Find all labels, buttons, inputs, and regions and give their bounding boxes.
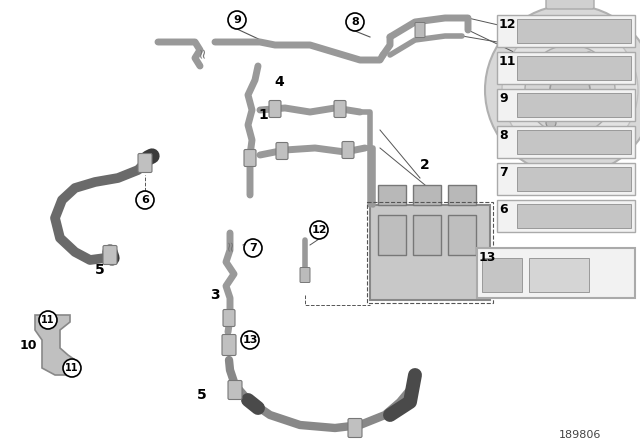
Text: 9: 9 [233, 15, 241, 25]
Circle shape [244, 239, 262, 257]
Text: 7: 7 [249, 243, 257, 253]
FancyBboxPatch shape [334, 100, 346, 117]
Text: 13: 13 [479, 251, 497, 264]
Circle shape [532, 66, 542, 76]
Bar [497, 126, 635, 158]
Text: 11: 11 [65, 363, 79, 373]
Circle shape [241, 331, 259, 349]
Bar [477, 248, 635, 298]
Circle shape [485, 5, 640, 175]
Bar [517, 204, 631, 228]
Polygon shape [35, 315, 78, 375]
Circle shape [228, 11, 246, 29]
Bar [517, 19, 631, 43]
Bar [529, 258, 589, 292]
Bar [482, 258, 522, 292]
FancyBboxPatch shape [300, 267, 310, 283]
Text: ≈: ≈ [223, 239, 237, 251]
Circle shape [63, 359, 81, 377]
Text: 1: 1 [258, 108, 268, 122]
Text: 13: 13 [243, 335, 258, 345]
Bar [497, 163, 635, 195]
FancyBboxPatch shape [138, 154, 152, 172]
FancyBboxPatch shape [244, 150, 256, 167]
FancyBboxPatch shape [413, 185, 441, 205]
Bar [517, 56, 631, 80]
FancyBboxPatch shape [378, 215, 406, 255]
Text: 10: 10 [20, 339, 38, 352]
Text: 5: 5 [95, 263, 105, 277]
Bar [367, 202, 493, 303]
Circle shape [598, 104, 608, 114]
Text: 2: 2 [420, 158, 429, 172]
FancyBboxPatch shape [348, 418, 362, 438]
Text: 8: 8 [499, 129, 508, 142]
FancyBboxPatch shape [546, 0, 594, 9]
FancyBboxPatch shape [103, 246, 117, 264]
Text: 6: 6 [499, 203, 508, 216]
Circle shape [136, 191, 154, 209]
Text: 12: 12 [311, 225, 327, 235]
Circle shape [39, 311, 57, 329]
FancyBboxPatch shape [223, 310, 235, 327]
Circle shape [546, 118, 556, 128]
FancyBboxPatch shape [222, 335, 236, 356]
FancyBboxPatch shape [413, 215, 441, 255]
Text: 3: 3 [210, 288, 220, 302]
FancyBboxPatch shape [228, 380, 242, 400]
Text: 6: 6 [141, 195, 149, 205]
Bar [497, 89, 635, 121]
Text: 7: 7 [499, 166, 508, 179]
Text: 11: 11 [41, 315, 55, 325]
Text: ≈: ≈ [195, 46, 209, 58]
Bar [497, 15, 635, 47]
Text: 8: 8 [351, 17, 359, 27]
FancyBboxPatch shape [269, 100, 281, 117]
FancyBboxPatch shape [415, 22, 425, 38]
Circle shape [525, 45, 615, 135]
Text: 189806: 189806 [559, 430, 601, 440]
FancyBboxPatch shape [276, 142, 288, 159]
Bar [517, 93, 631, 117]
Bar [497, 200, 635, 232]
Text: 11: 11 [499, 55, 516, 68]
FancyBboxPatch shape [448, 215, 476, 255]
FancyBboxPatch shape [378, 185, 406, 205]
Circle shape [346, 13, 364, 31]
Bar [517, 130, 631, 154]
Bar [517, 167, 631, 191]
FancyBboxPatch shape [448, 185, 476, 205]
Circle shape [502, 22, 638, 158]
Circle shape [550, 70, 590, 110]
FancyBboxPatch shape [370, 205, 490, 300]
Bar [497, 52, 635, 84]
Text: 4: 4 [274, 75, 284, 89]
Circle shape [310, 221, 328, 239]
Text: 5: 5 [197, 388, 207, 402]
FancyBboxPatch shape [342, 142, 354, 159]
Text: 9: 9 [499, 92, 508, 105]
Text: 12: 12 [499, 18, 516, 31]
Circle shape [584, 52, 594, 62]
